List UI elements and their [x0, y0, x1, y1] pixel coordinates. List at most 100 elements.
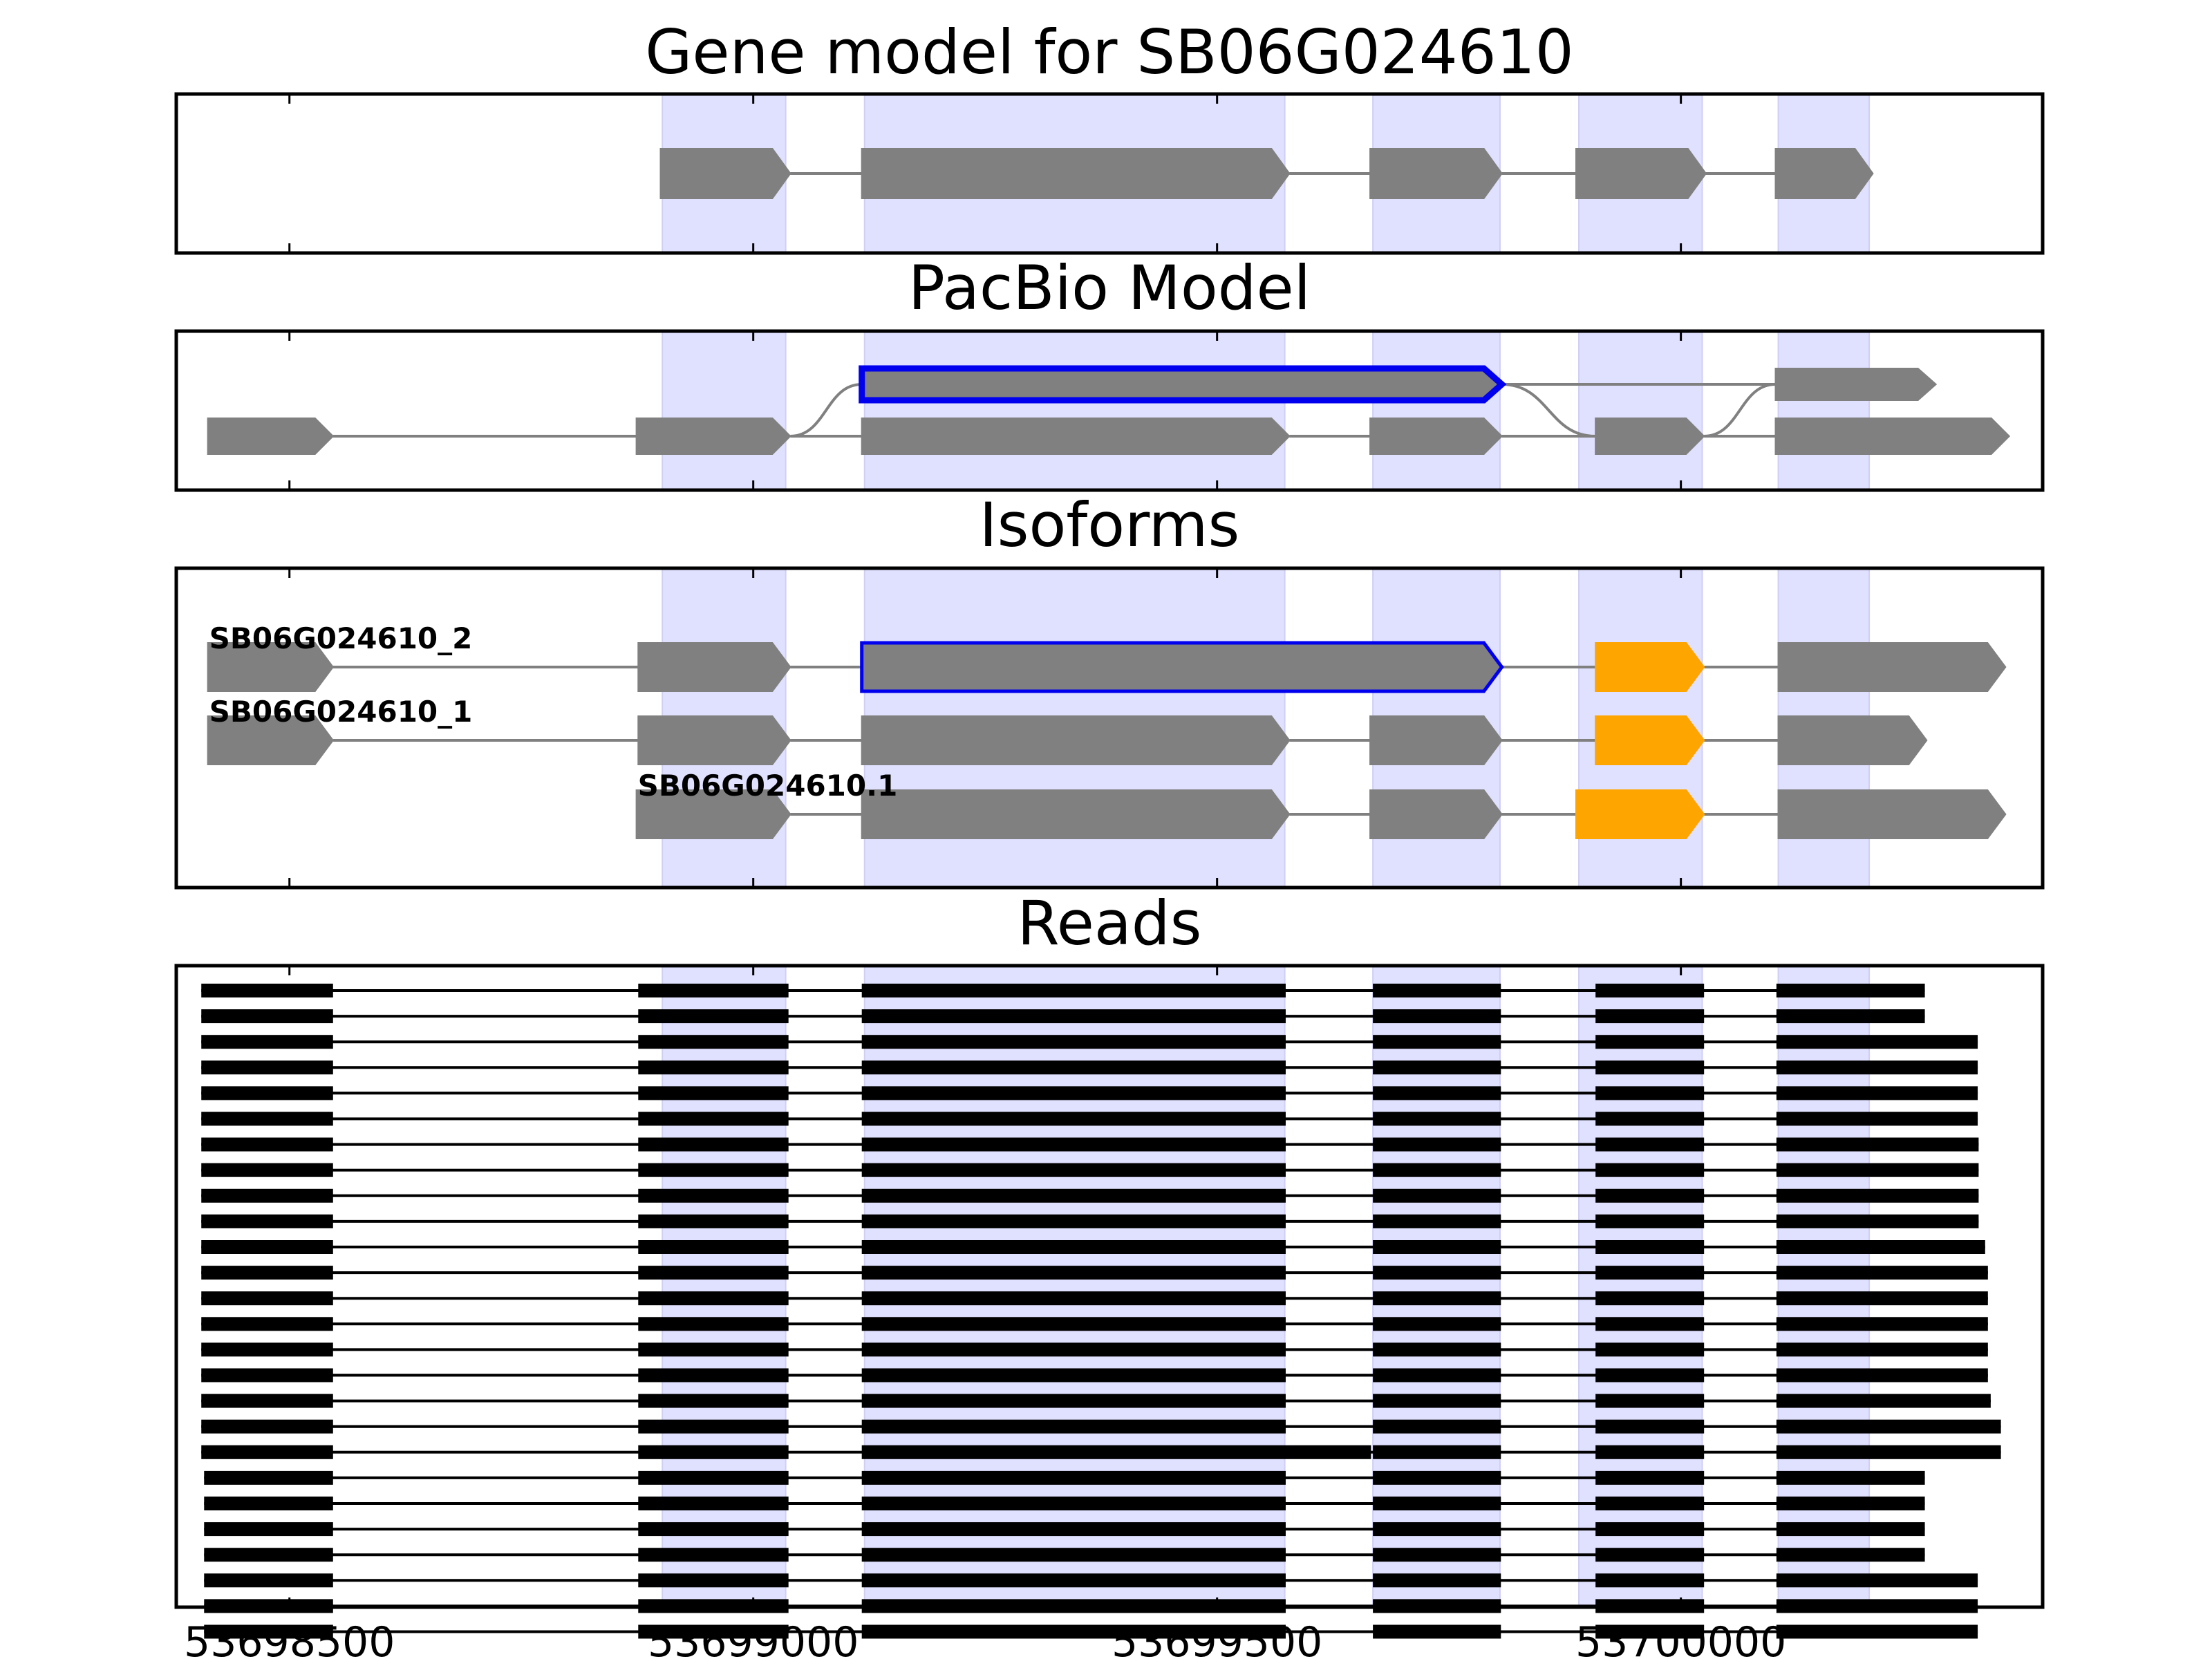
isoforms-tracks: SB06G024610_2 SB06G024610_1 SB06G024610.1: [207, 621, 2007, 839]
read-17-block-6: [1776, 1394, 1991, 1408]
track-3-exon-2: [861, 789, 1291, 839]
read-9-block-3: [861, 1188, 1286, 1203]
x-tick-label-1: 53698500: [184, 1618, 395, 1659]
track-1-exon-2: [635, 418, 791, 455]
read-26-block-3: [861, 1624, 1286, 1639]
read-4: [201, 1060, 1978, 1075]
isoforms-title: Isoforms: [980, 489, 1240, 561]
read-4-block-1: [201, 1060, 333, 1075]
isoform-label-3: SB06G024610.1: [638, 769, 898, 803]
read-10-block-4: [1373, 1214, 1501, 1228]
read-14-block-3: [861, 1317, 1286, 1331]
x-axis-tick-labels: 53698500 53699000 53699500 53700000: [184, 1618, 1786, 1659]
read-9-block-1: [201, 1188, 333, 1203]
read-23-block-6: [1776, 1548, 1925, 1562]
gene-model-panel: Gene model for SB06G024610: [174, 17, 2045, 255]
read-21-block-3: [861, 1497, 1286, 1510]
read-15-block-1: [201, 1342, 333, 1357]
read-9: [201, 1188, 1979, 1203]
read-9-block-6: [1776, 1188, 1979, 1203]
track-3-exon-5: [1777, 789, 2007, 839]
read-26-block-5: [1595, 1624, 1705, 1639]
read-17-block-4: [1373, 1394, 1501, 1408]
track-1-exon-3: [861, 418, 1291, 455]
read-1-block-5: [1595, 984, 1705, 997]
read-9-block-4: [1373, 1188, 1501, 1203]
read-23-block-4: [1373, 1548, 1501, 1562]
read-24: [204, 1573, 1978, 1588]
read-2-block-3: [861, 1009, 1286, 1024]
read-22-block-4: [1373, 1522, 1501, 1537]
read-18-block-1: [201, 1419, 333, 1434]
read-3: [201, 1035, 1978, 1049]
read-18-block-4: [1373, 1419, 1501, 1434]
read-22-block-2: [638, 1522, 789, 1537]
read-24-block-3: [861, 1573, 1286, 1588]
x-tick-label-4: 53700000: [1575, 1618, 1786, 1659]
track-1-exon-1: [207, 418, 335, 455]
read-6: [201, 1112, 1978, 1126]
track-1-exon-5: [1774, 148, 1874, 199]
read-7-block-3: [861, 1137, 1286, 1152]
read-17: [201, 1394, 1991, 1408]
track-2-exon-6: [1777, 715, 1928, 765]
read-11-block-5: [1595, 1240, 1705, 1254]
pacbio-model-bands: [662, 330, 1871, 491]
read-7-block-2: [638, 1137, 789, 1152]
read-22-block-6: [1776, 1522, 1925, 1537]
read-2-block-5: [1595, 1009, 1705, 1024]
read-13-block-1: [201, 1291, 333, 1306]
read-5-block-1: [201, 1086, 333, 1100]
track-1-exon-1: [207, 642, 335, 692]
read-2: [201, 1009, 1925, 1024]
read-20-block-1: [204, 1470, 333, 1485]
read-8-block-6: [1776, 1163, 1979, 1177]
track-1-exon-4: [1575, 148, 1707, 199]
x-tick-label-3: 53699500: [1112, 1618, 1322, 1659]
track-2-exon-5: [1595, 715, 1705, 765]
read-4-block-5: [1595, 1060, 1705, 1075]
read-12-block-2: [638, 1266, 789, 1280]
read-20-block-3: [861, 1470, 1286, 1485]
read-20-block-6: [1776, 1470, 1925, 1485]
gene-model-ticks: [288, 94, 1683, 253]
read-21: [204, 1497, 1925, 1510]
read-2-block-1: [201, 1009, 333, 1024]
read-6-block-2: [638, 1112, 789, 1126]
read-13-block-6: [1776, 1291, 1988, 1306]
read-17-block-3: [861, 1394, 1286, 1408]
read-16-block-1: [201, 1368, 333, 1382]
read-16-block-6: [1776, 1368, 1988, 1382]
read-17-block-2: [638, 1394, 789, 1408]
read-1-block-1: [201, 984, 333, 997]
read-11-block-1: [201, 1240, 333, 1254]
read-7-block-6: [1776, 1137, 1979, 1152]
read-10-block-2: [638, 1214, 789, 1228]
track-2-exon-1: [207, 715, 335, 765]
read-11-block-4: [1373, 1240, 1501, 1254]
read-5: [201, 1086, 1978, 1100]
read-18-block-6: [1776, 1419, 2001, 1434]
track-1-exon-4: [1595, 642, 1705, 692]
read-23: [204, 1548, 1925, 1562]
read-22: [204, 1522, 1925, 1537]
read-23-block-5: [1595, 1548, 1705, 1562]
track-1-exon-4: [1369, 418, 1503, 455]
pacbio-connector-1: [790, 383, 862, 438]
read-12-block-4: [1373, 1266, 1501, 1280]
read-13-block-2: [638, 1291, 789, 1306]
read-4-block-4: [1373, 1060, 1501, 1075]
read-10: [201, 1214, 1979, 1228]
read-9-block-2: [638, 1188, 789, 1203]
read-6-block-1: [201, 1112, 333, 1126]
pacbio-connector-3: [1704, 383, 1776, 438]
track-1-exon-5: [1777, 642, 2007, 692]
track-1-exon-1: [659, 148, 791, 199]
read-1-block-2: [638, 984, 789, 997]
read-11: [201, 1240, 1985, 1254]
read-22-block-3: [861, 1522, 1286, 1537]
read-16: [201, 1368, 1988, 1382]
read-19-block-1: [201, 1445, 333, 1459]
read-26-block-4: [1373, 1624, 1501, 1639]
read-19-block-4: [1373, 1445, 1501, 1459]
